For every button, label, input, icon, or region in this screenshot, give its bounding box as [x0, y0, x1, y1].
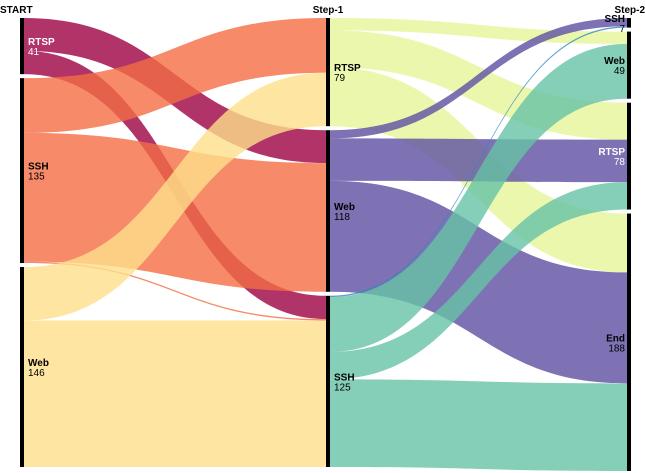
node-label-s2_ssh: SSH [604, 14, 625, 25]
link-s1_web-to-s2_ssh [330, 18, 627, 139]
node-value-s1_rtsp: 79 [334, 73, 346, 84]
node-bar-s2_end [627, 213, 631, 472]
link-s1_ssh-to-s2_web [330, 43, 627, 352]
node-value-s2_end: 188 [608, 343, 625, 354]
node-bar-s1_ssh [326, 295, 330, 467]
node-label-s1_rtsp: RTSP [334, 63, 361, 74]
link-s1_ssh-to-s2_ssh [330, 26, 627, 298]
stage-title-0: START [0, 5, 33, 16]
node-value-s2_rtsp: 78 [614, 157, 626, 168]
node-bar-s2_rtsp [627, 102, 631, 210]
labels-layer: RTSP41SSH135Web146RTSP79Web118SSH125SSH7… [28, 14, 625, 394]
node-bar-s1_web [326, 130, 330, 292]
node-label-s2_rtsp: RTSP [598, 147, 625, 158]
node-value-s0_web: 146 [28, 368, 45, 379]
node-value-s2_web: 49 [614, 66, 626, 77]
link-s0_ssh-to-s1_rtsp [24, 18, 326, 133]
stage-title-1: Step-1 [313, 5, 344, 16]
link-s0_web-to-s1_rtsp [24, 72, 326, 321]
node-bar-s0_rtsp [20, 18, 24, 75]
node-label-s1_ssh: SSH [334, 372, 355, 383]
node-label-s1_web: Web [334, 202, 355, 213]
stage-title-2: Step-2 [614, 5, 645, 16]
node-label-s0_ssh: SSH [28, 162, 49, 173]
link-s1_ssh-to-s2_end [330, 379, 627, 471]
node-label-s2_web: Web [604, 56, 625, 67]
stage-title-layer: START Step-1 Step-2 [0, 5, 645, 16]
node-label-s2_end: End [606, 333, 625, 344]
node-value-s1_ssh: 125 [334, 382, 351, 393]
link-s1_ssh-to-s2_rtsp [330, 182, 627, 380]
link-s0_web-to-s1_ssh [24, 320, 326, 467]
node-value-s2_ssh: 7 [619, 24, 625, 35]
node-label-s0_rtsp: RTSP [28, 37, 55, 48]
node-bar-s0_ssh [20, 78, 24, 264]
node-bar-s2_web [627, 31, 631, 99]
node-bar-s1_rtsp [326, 18, 330, 127]
link-s1_web-to-s2_rtsp [330, 138, 627, 183]
link-s0_ssh-to-s1_ssh [24, 261, 326, 321]
node-label-s0_web: Web [28, 358, 49, 369]
node-value-s1_web: 118 [334, 212, 350, 223]
node-value-s0_rtsp: 41 [28, 47, 40, 58]
node-bar-s0_web [20, 267, 24, 467]
node-bar-s2_ssh [627, 18, 631, 28]
links-layer [24, 18, 627, 471]
nodes-layer [20, 18, 631, 472]
node-value-s0_ssh: 135 [28, 172, 45, 183]
